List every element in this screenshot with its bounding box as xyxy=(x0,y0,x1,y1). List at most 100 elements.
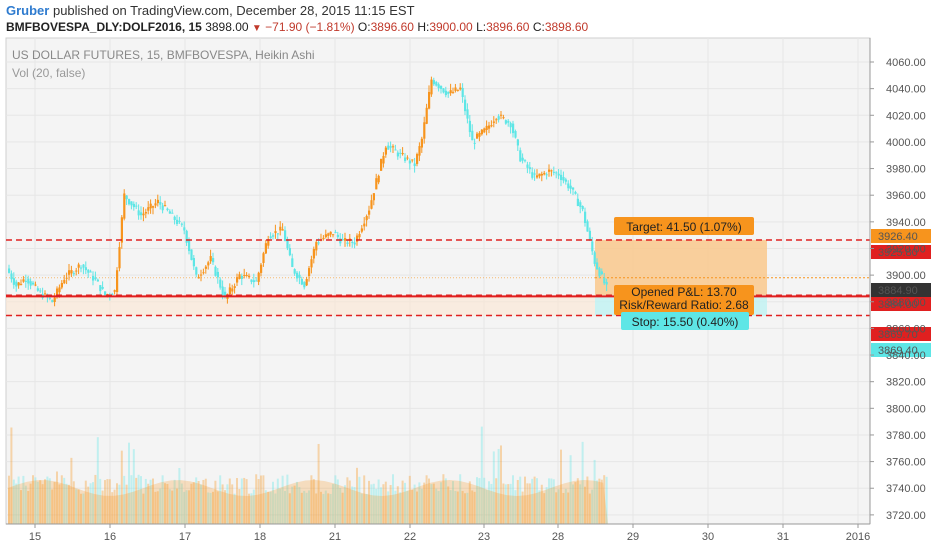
volume-bar xyxy=(58,484,61,524)
volume-bar xyxy=(444,478,447,524)
volume-bar xyxy=(188,490,190,524)
up-candle xyxy=(164,205,167,207)
up-candle xyxy=(231,288,234,292)
volume-bar xyxy=(279,488,282,524)
down-candle xyxy=(394,149,397,151)
up-candle xyxy=(476,133,479,139)
volume-indicator-label[interactable]: Vol (20, false) xyxy=(12,66,86,80)
up-candle xyxy=(264,243,267,254)
down-candle xyxy=(574,191,577,194)
volume-bar xyxy=(339,487,342,524)
last-price: 3898.00 xyxy=(205,20,249,34)
price-tag-label: 3869.40 xyxy=(878,345,918,357)
chart-header: Gruber published on TradingView.com, Dec… xyxy=(0,0,932,36)
down-candle xyxy=(240,275,243,279)
up-candle xyxy=(382,155,385,164)
down-candle xyxy=(516,139,519,146)
price-tag xyxy=(871,297,931,311)
up-candle xyxy=(207,262,210,266)
down-candle xyxy=(413,163,416,167)
up-candle xyxy=(65,277,68,279)
volume-bar xyxy=(224,490,226,524)
up-candle xyxy=(44,293,47,295)
up-candle xyxy=(372,193,375,201)
up-candle xyxy=(310,259,313,268)
down-candle xyxy=(82,264,85,268)
down-candle xyxy=(140,212,143,216)
down-candle xyxy=(8,268,11,273)
volume-bar xyxy=(413,484,416,524)
volume-bar xyxy=(173,479,176,524)
volume-bar xyxy=(420,488,423,524)
volume-bar xyxy=(600,479,603,524)
down-candle xyxy=(10,273,13,280)
volume-bar xyxy=(603,475,606,524)
volume-bar xyxy=(87,486,90,524)
volume-bar xyxy=(399,492,402,524)
volume-bar xyxy=(305,492,308,524)
volume-bar xyxy=(96,437,99,524)
volume-bar xyxy=(351,486,354,524)
up-candle xyxy=(363,223,366,227)
volume-bar xyxy=(348,480,351,524)
target-label-text: Target: 41.50 (1.07%) xyxy=(626,220,741,234)
up-candle xyxy=(540,173,543,176)
up-candle xyxy=(480,129,483,135)
volume-bar xyxy=(514,490,517,524)
volume-bar xyxy=(202,479,205,524)
volume-bar xyxy=(538,490,541,524)
up-candle xyxy=(144,212,147,214)
volume-bar xyxy=(236,478,238,524)
volume-bar xyxy=(576,478,579,524)
price-tick-label: 3740.00 xyxy=(886,483,926,495)
volume-bar xyxy=(190,483,193,524)
low-value: 3896.60 xyxy=(486,20,530,34)
down-candle xyxy=(173,216,176,221)
low-label: L: xyxy=(476,20,487,34)
price-chart[interactable]: 3926.40 3925.80 3884.90 3884.00 3869.70 3869.… xyxy=(0,36,932,550)
up-candle xyxy=(332,234,335,236)
volume-bar xyxy=(120,450,123,524)
up-candle xyxy=(360,228,363,232)
up-candle xyxy=(368,210,371,215)
volume-bar xyxy=(250,493,253,524)
volume-bar xyxy=(322,493,325,524)
volume-bar xyxy=(233,493,236,524)
down-candle xyxy=(560,174,563,181)
volume-bar xyxy=(221,484,224,524)
time-axis[interactable]: 15 16 17 18 21 22 23 28 29 30 31 2016 xyxy=(6,523,870,543)
volume-bar xyxy=(459,474,462,524)
volume-bar xyxy=(243,477,246,524)
down-candle xyxy=(466,109,469,119)
down-candle xyxy=(579,202,582,207)
volume-bar xyxy=(358,476,361,524)
volume-bar xyxy=(528,483,531,524)
up-candle xyxy=(260,264,263,273)
down-candle xyxy=(334,231,337,234)
volume-bar xyxy=(161,475,164,524)
volume-bar xyxy=(149,479,152,524)
up-candle xyxy=(418,146,421,156)
down-candle xyxy=(276,233,279,235)
volume-bar xyxy=(166,483,169,524)
down-candle xyxy=(15,281,18,287)
volume-bar xyxy=(581,441,584,524)
down-candle xyxy=(269,236,272,239)
volume-bar xyxy=(159,488,162,524)
volume-bar xyxy=(46,476,49,524)
time-tick-label: 16 xyxy=(104,531,116,543)
volume-bar xyxy=(526,483,529,524)
up-candle xyxy=(312,248,315,259)
author-link[interactable]: Gruber xyxy=(6,3,50,18)
up-candle xyxy=(209,256,212,262)
up-candle xyxy=(156,199,159,204)
volume-bar xyxy=(89,483,92,524)
down-candle xyxy=(168,211,171,214)
price-axis[interactable]: 4060.00 4040.00 4020.00 4000.00 3980.00 3960.… xyxy=(869,38,926,524)
volume-bar xyxy=(195,477,198,524)
down-candle xyxy=(593,252,596,264)
volume-bar xyxy=(51,489,54,524)
position-labels: Target: 41.50 (1.07%) Opened P&L: 13.70Ri… xyxy=(614,217,754,330)
volume-bar xyxy=(104,480,106,524)
up-candle xyxy=(123,193,126,219)
